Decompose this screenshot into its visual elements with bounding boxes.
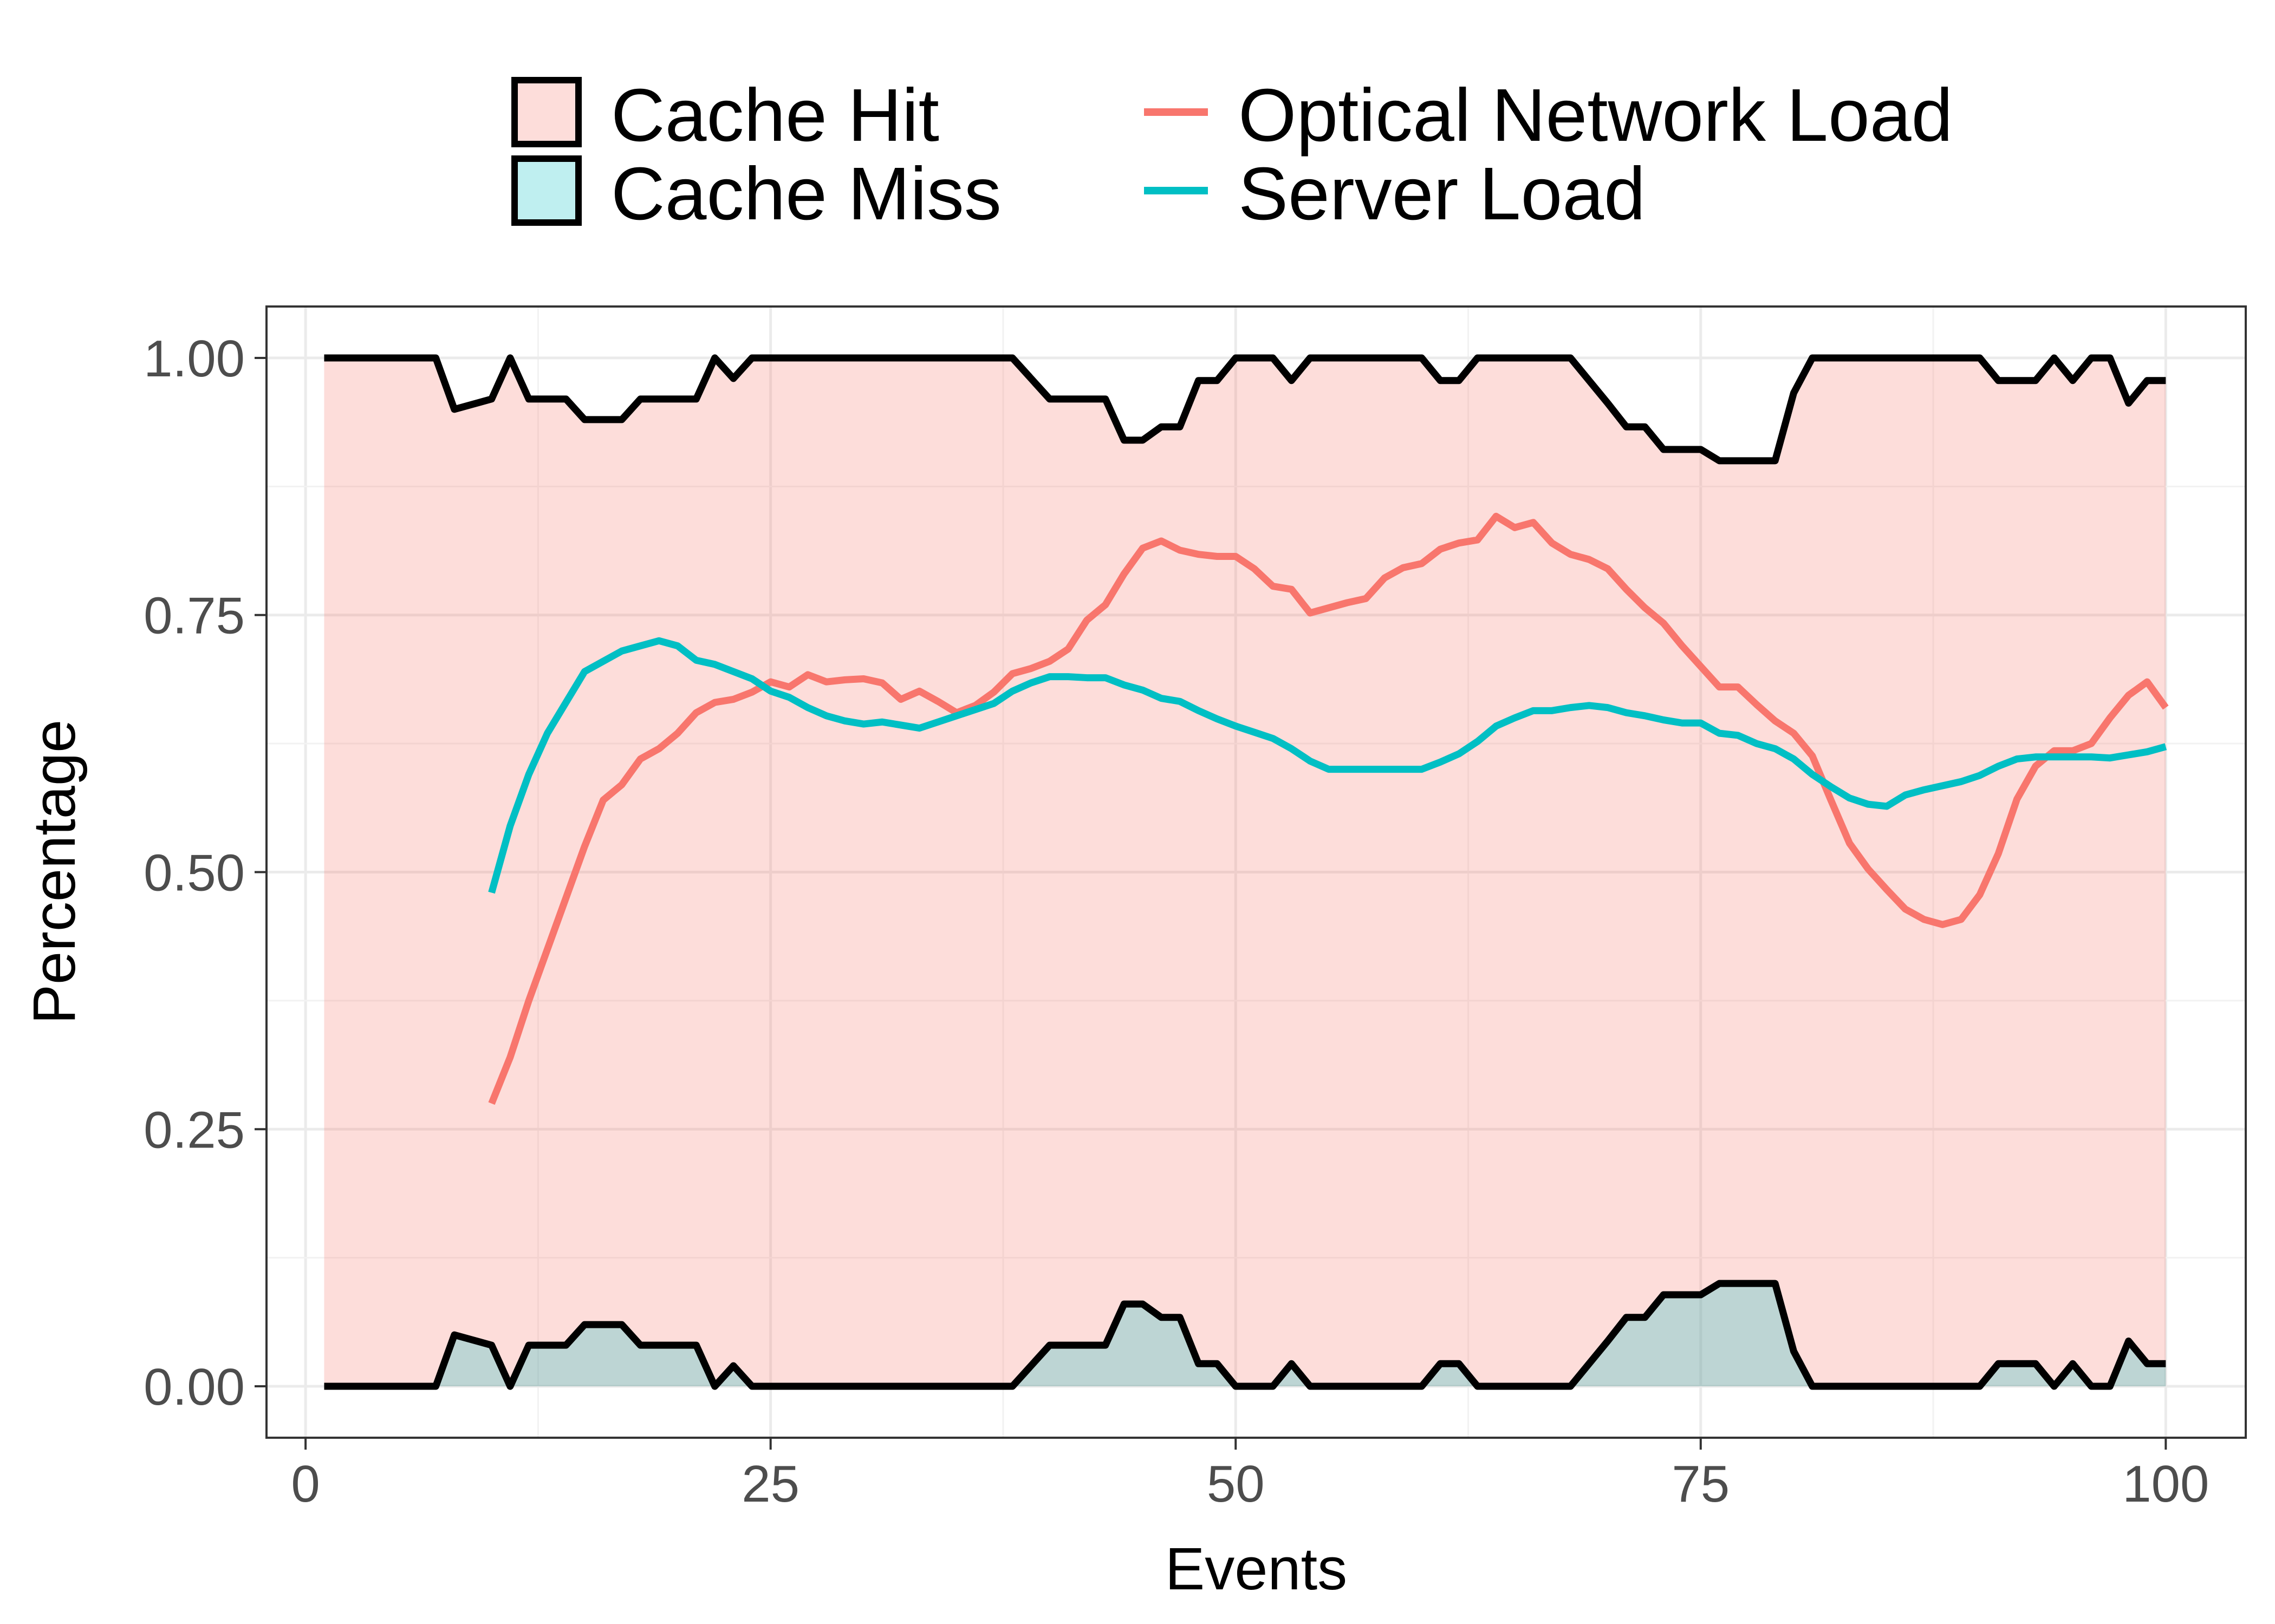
y-tick-label: 1.00: [144, 330, 245, 388]
series-line-server-load: [488, 637, 2167, 894]
x-tick-label: 25: [742, 1455, 800, 1513]
series-layer: [488, 512, 2169, 1105]
y-tick-label: 0.25: [144, 1101, 245, 1159]
outline-layer: [324, 354, 2166, 1390]
legend-label-cache-miss: Cache Miss: [611, 152, 1002, 236]
y-axis: 0.00 0.25 0.50 0.75 1.00: [144, 330, 266, 1416]
series-line-optical-network-load: [488, 512, 2169, 1105]
legend-key-cache-hit: [511, 77, 582, 147]
outline-cache-hit: [324, 354, 2166, 465]
x-tick-label: 0: [291, 1455, 320, 1513]
x-tick-label: 50: [1207, 1455, 1265, 1513]
y-tick-label: 0.50: [144, 844, 245, 902]
legend-item-cache-miss: Cache Miss: [511, 152, 1002, 236]
legend-label-server-load: Server Load: [1238, 152, 1646, 236]
area-cache-miss: [324, 1283, 2166, 1387]
area-layer: [324, 357, 2166, 1387]
area-cache-hit: [324, 357, 2166, 1387]
x-axis-title: Events: [1165, 1536, 1347, 1602]
legend: Cache Hit Cache Miss Optical Network Loa…: [511, 74, 1953, 236]
legend-item-optical-network-load: Optical Network Load: [1144, 74, 1953, 157]
legend-label-cache-hit: Cache Hit: [611, 74, 939, 157]
legend-label-optical-network-load: Optical Network Load: [1238, 74, 1953, 157]
x-tick-label: 75: [1672, 1455, 1730, 1513]
legend-item-server-load: Server Load: [1144, 152, 1646, 236]
y-tick-label: 0.00: [144, 1358, 245, 1416]
y-tick-label: 0.75: [144, 587, 245, 645]
y-axis-title: Percentage: [21, 720, 88, 1025]
outline-cache-miss: [324, 1280, 2166, 1390]
legend-item-cache-hit: Cache Hit: [511, 74, 939, 157]
x-axis: 0 25 50 75 100: [291, 1438, 2209, 1513]
x-tick-label: 100: [2122, 1455, 2209, 1513]
legend-key-cache-miss: [511, 155, 582, 226]
